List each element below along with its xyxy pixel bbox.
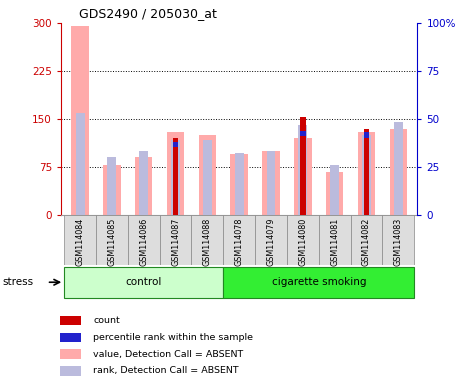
Bar <box>64 267 223 298</box>
Text: stress: stress <box>2 277 33 287</box>
Text: GSM114080: GSM114080 <box>298 217 307 266</box>
Bar <box>363 129 370 215</box>
Bar <box>60 366 81 376</box>
Text: GSM114086: GSM114086 <box>139 217 148 266</box>
Text: GSM114085: GSM114085 <box>107 217 116 266</box>
Bar <box>358 132 375 215</box>
Bar <box>266 151 275 215</box>
Bar <box>60 333 81 342</box>
Bar <box>203 139 212 215</box>
Text: GSM114079: GSM114079 <box>266 217 275 266</box>
Text: rank, Detection Call = ABSENT: rank, Detection Call = ABSENT <box>93 366 239 376</box>
Text: GSM114087: GSM114087 <box>171 217 180 266</box>
Bar <box>191 215 223 265</box>
Bar <box>223 267 414 298</box>
Bar <box>234 153 244 215</box>
Bar <box>298 126 307 215</box>
Bar <box>362 135 371 215</box>
Text: count: count <box>93 316 120 325</box>
Bar <box>198 135 216 215</box>
Bar <box>60 349 81 359</box>
Bar <box>96 215 128 265</box>
Bar <box>394 122 403 215</box>
Bar <box>326 172 343 215</box>
Text: GSM114088: GSM114088 <box>203 217 212 266</box>
Text: GDS2490 / 205030_at: GDS2490 / 205030_at <box>79 7 217 20</box>
Text: GSM114083: GSM114083 <box>394 217 403 266</box>
Text: cigarette smoking: cigarette smoking <box>272 277 366 287</box>
Bar <box>390 129 407 215</box>
Bar <box>294 138 311 215</box>
Bar <box>167 132 184 215</box>
Text: GSM114078: GSM114078 <box>234 217 244 266</box>
Bar <box>363 132 370 137</box>
Bar <box>287 215 319 265</box>
Bar <box>330 165 339 215</box>
Bar <box>300 117 306 215</box>
Bar <box>139 151 148 215</box>
Bar <box>223 215 255 265</box>
Text: value, Detection Call = ABSENT: value, Detection Call = ABSENT <box>93 349 243 359</box>
Bar <box>107 157 116 215</box>
Bar <box>103 165 121 215</box>
Bar <box>382 215 414 265</box>
Bar <box>173 138 178 215</box>
Bar <box>71 26 89 215</box>
Text: control: control <box>126 277 162 287</box>
Bar <box>230 154 248 215</box>
Bar <box>76 113 84 215</box>
Text: GSM114084: GSM114084 <box>76 217 84 266</box>
Bar <box>262 151 280 215</box>
Bar <box>300 131 306 136</box>
Bar <box>350 215 382 265</box>
Bar <box>60 316 81 325</box>
Bar <box>319 215 350 265</box>
Bar <box>255 215 287 265</box>
Text: GSM114082: GSM114082 <box>362 217 371 266</box>
Bar <box>173 142 178 147</box>
Bar <box>171 139 180 215</box>
Bar <box>135 157 152 215</box>
Text: percentile rank within the sample: percentile rank within the sample <box>93 333 253 342</box>
Bar <box>159 215 191 265</box>
Bar <box>64 215 96 265</box>
Bar <box>128 215 159 265</box>
Text: GSM114081: GSM114081 <box>330 217 339 266</box>
